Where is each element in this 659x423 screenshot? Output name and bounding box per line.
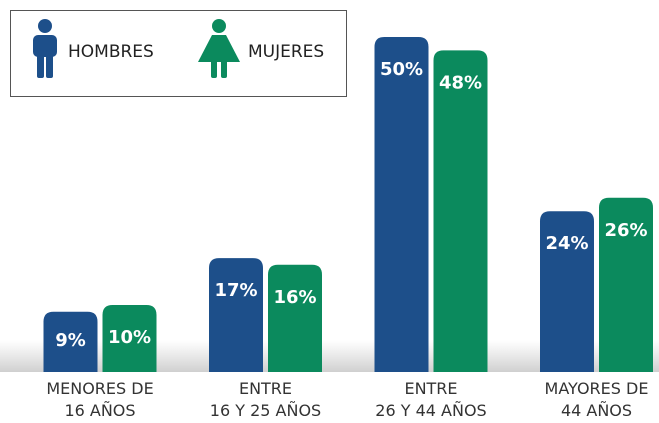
- data-label: 26%: [604, 220, 647, 241]
- x-tick-label: ENTRE 16 Y 25 AÑOS: [209, 379, 322, 420]
- data-label: 17%: [214, 280, 257, 301]
- male-icon: [33, 19, 57, 78]
- bar: [209, 258, 263, 372]
- bar: [374, 37, 429, 372]
- bar: [540, 211, 594, 372]
- data-label: 48%: [439, 72, 482, 93]
- data-label: 10%: [108, 327, 151, 348]
- data-label: 9%: [55, 330, 86, 351]
- x-tick-label: MENORES DE 16 AÑOS: [46, 379, 154, 420]
- data-label: 50%: [380, 59, 423, 80]
- bar: [102, 305, 157, 372]
- female-icon: [198, 19, 240, 78]
- bar: [599, 197, 653, 372]
- x-tick-label: ENTRE 26 Y 44 AÑOS: [375, 379, 487, 420]
- data-label: 16%: [273, 287, 316, 308]
- legend-label: MUJERES: [248, 42, 325, 62]
- x-tick-label: MAYORES DE 44 AÑOS: [544, 379, 649, 420]
- legend-label: HOMBRES: [68, 42, 154, 62]
- bar: [43, 311, 98, 372]
- bar: [433, 50, 488, 373]
- legend-box: [10, 10, 347, 97]
- bar: [268, 264, 322, 372]
- data-label: 24%: [545, 233, 588, 254]
